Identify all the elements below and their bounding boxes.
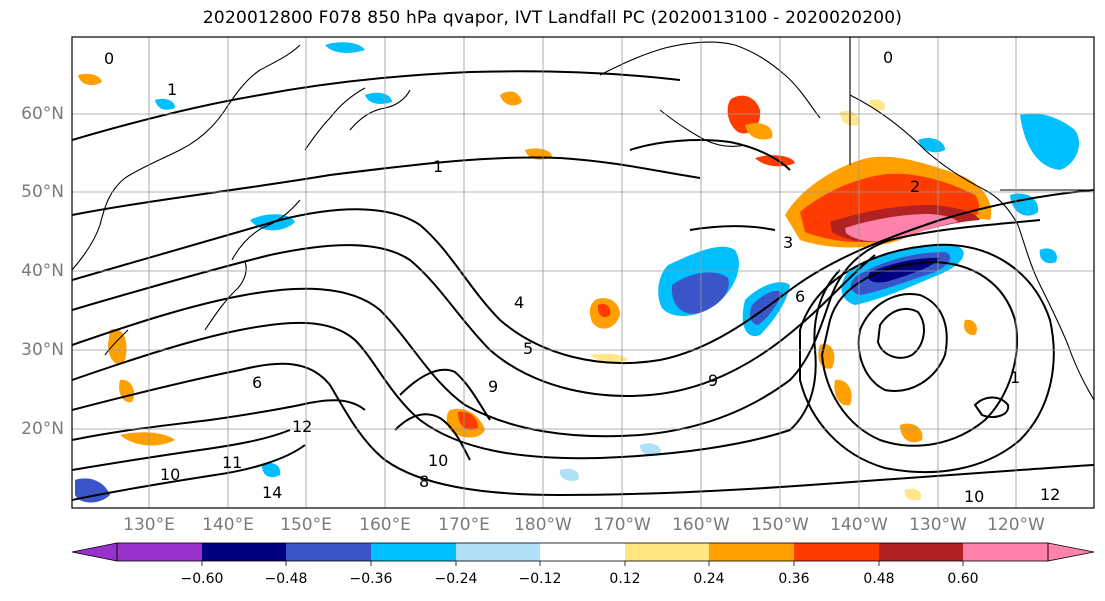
lon-label: 160°W [672, 515, 730, 535]
lon-label: 130°E [123, 515, 175, 535]
contour-label: 4 [514, 293, 524, 312]
colorbar-bin [456, 543, 541, 561]
contour-label: 5 [523, 339, 533, 358]
contour-labels: 0 0 1 1 1 2 3 4 5 6 6 8 9 9 10 10 10 11 … [104, 48, 1060, 506]
colorbar-tick-label: 0.24 [693, 571, 725, 587]
contour-label: 8 [419, 472, 429, 491]
lat-label: 60°N [21, 104, 64, 124]
colorbar-bin [963, 543, 1048, 561]
lon-label: 160°E [359, 515, 411, 535]
contour-label: 9 [488, 377, 498, 396]
contour-label: 1 [1010, 368, 1020, 387]
colorbar-bin [540, 543, 625, 561]
colorbar-bin [371, 543, 456, 561]
lat-label: 30°N [21, 340, 64, 360]
lon-label: 170°W [593, 515, 651, 535]
contour-label: 12 [1040, 485, 1060, 504]
lon-label: 180°W [514, 515, 572, 535]
lon-label: 140°E [202, 515, 254, 535]
faint-positive-fills [590, 99, 922, 501]
colorbar-bin [625, 543, 710, 561]
colorbar-tick-label: −0.60 [180, 571, 224, 587]
colorbar-tick-label: 0.12 [609, 571, 641, 587]
contour-label: 10 [428, 451, 448, 470]
faint-negative-fills [559, 443, 661, 481]
contour-label: 1 [167, 80, 177, 99]
contour-label: 9 [708, 371, 718, 390]
lon-label: 170°E [438, 515, 490, 535]
colorbar-bin [794, 543, 879, 561]
contour-label: 1 [433, 157, 443, 176]
contour-label: 11 [222, 453, 242, 472]
contour-label: 0 [883, 48, 893, 67]
contour-label: 12 [292, 417, 312, 436]
colorbar-tick-label: 0.60 [947, 571, 979, 587]
colorbar-tick-label: 0.48 [863, 571, 895, 587]
colorbar-bin [202, 543, 287, 561]
contour-label: 14 [262, 483, 282, 502]
colorbar-tick-label: −0.12 [518, 571, 562, 587]
contour-label: 6 [795, 287, 805, 306]
colorbar-frame [116, 542, 1049, 562]
lat-label: 50°N [21, 182, 64, 202]
contour-label: 0 [104, 49, 114, 68]
contour-label: 10 [160, 465, 180, 484]
lon-label: 150°W [751, 515, 809, 535]
coastlines [72, 37, 1094, 401]
contour-label: 10 [964, 487, 984, 506]
graticule [72, 37, 1094, 508]
lon-label: 150°E [280, 515, 332, 535]
colorbar-tick-label: −0.24 [434, 571, 478, 587]
contour-label: 6 [252, 373, 262, 392]
colorbar-bin [879, 543, 964, 561]
colorbar-tick-label: −0.48 [264, 571, 308, 587]
colorbar-bin [709, 543, 794, 561]
map-frame [71, 36, 1095, 509]
colorbar-extend-min [71, 542, 118, 562]
colorbar-bin [286, 543, 371, 561]
colorbar-extend-max [1047, 542, 1095, 562]
lat-label: 40°N [21, 261, 64, 281]
plot-title: 2020012800 F078 850 hPa qvapor, IVT Land… [202, 8, 903, 28]
lon-label: 130°W [909, 515, 967, 535]
colorbar [71, 542, 1095, 566]
lon-label: 140°W [830, 515, 888, 535]
contour-label: 3 [783, 233, 793, 252]
positive-anomaly-fills [78, 73, 992, 446]
lat-label: 20°N [21, 419, 64, 439]
colorbar-tick-label: 0.36 [778, 571, 810, 587]
colorbar-tick-label: −0.36 [349, 571, 393, 587]
colorbar-bin [117, 543, 202, 561]
lon-label: 120°W [987, 515, 1045, 535]
contour-label: 2 [910, 177, 920, 196]
